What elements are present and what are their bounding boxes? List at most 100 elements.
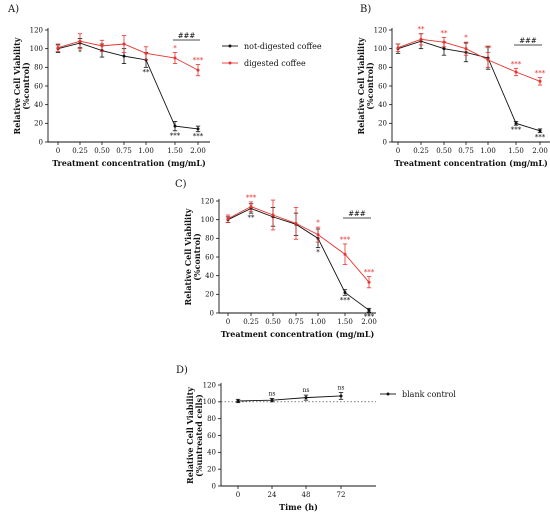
data-point <box>122 54 126 58</box>
y-axis-label-unit: (%control) <box>365 62 375 110</box>
series-line <box>227 207 370 311</box>
panel-b: B) 0 20 40 60 80 100 120 0 0.25 0.50 0.75 1.00 1.50 2.… <box>356 4 550 168</box>
significance-label: ** <box>485 44 493 52</box>
data-point <box>294 221 298 225</box>
y-tick-label: 100 <box>374 45 387 53</box>
significance-label: * <box>78 49 82 57</box>
x-tick-label: 24 <box>268 491 277 499</box>
y-tick-label: 20 <box>378 120 387 128</box>
x-tick-label: 1.50 <box>508 147 524 155</box>
legend: not-digested coffee digested coffee <box>222 42 322 68</box>
y-tick-label: 40 <box>378 101 387 109</box>
data-point <box>173 124 177 128</box>
series-line <box>237 395 342 402</box>
series-secondary: ** *********** <box>395 26 546 86</box>
data-point <box>316 233 320 237</box>
y-tick-label: 60 <box>205 253 214 261</box>
significance-label: *** <box>511 126 522 134</box>
x-tick-label: 1.00 <box>310 318 326 326</box>
data-point <box>270 398 274 402</box>
series-primary: ********* <box>55 38 204 141</box>
bracket-label: ### <box>519 37 537 45</box>
y-tick-label: 60 <box>378 82 387 90</box>
significance-label: ns <box>303 387 310 394</box>
legend-marker <box>228 44 232 48</box>
data-point <box>304 396 308 400</box>
x-tick-label: 1.50 <box>337 318 353 326</box>
significance-label: *** <box>340 236 351 244</box>
series-line <box>397 40 541 132</box>
y-tick-label: 80 <box>34 64 43 72</box>
y-axis-label-unit: (%control) <box>192 233 202 281</box>
significance-label: *** <box>511 60 522 68</box>
significance-label: *** <box>340 296 351 304</box>
y-tick-label: 40 <box>207 449 216 457</box>
x-axis-label: Treatment concentration (mg/mL) <box>221 329 375 339</box>
y-tick-label: 60 <box>207 432 216 440</box>
y-tick-label: 100 <box>203 398 216 406</box>
y-tick-label: 100 <box>30 45 43 53</box>
x-tick-label: 2.00 <box>532 147 548 155</box>
x-tick-label: 1.50 <box>167 147 183 155</box>
panel-a: A) 0 20 40 60 80 100 120 0 0.25 0.50 0.75 1.00 1.50 2.… <box>7 4 322 168</box>
y-tick-label: 40 <box>34 101 43 109</box>
y-tick-label: 20 <box>207 466 216 474</box>
data-point <box>464 47 468 51</box>
y-tick-label: 40 <box>205 272 214 280</box>
significance-label: *** <box>193 57 204 65</box>
data-point <box>236 399 240 403</box>
x-tick-label: 0.50 <box>94 147 110 155</box>
data-point <box>419 37 423 41</box>
data-point <box>173 56 177 60</box>
x-tick-label: 0 <box>396 147 400 155</box>
panel-c: C) 0 20 40 60 80 100 120 0 0.25 0.50 0.75 1.00 1.50 2.… <box>175 179 377 339</box>
y-axis-label: Relative Cell Viability <box>183 208 193 305</box>
x-tick-label: 72 <box>337 491 346 499</box>
y-axis-label: Relative Cell Viability <box>356 37 366 134</box>
y-tick-label: 20 <box>205 291 214 299</box>
x-tick-label: 0 <box>236 491 240 499</box>
y-tick-label: 120 <box>201 197 214 205</box>
significance-label: ns <box>269 390 276 397</box>
significance-label: *** <box>364 313 375 321</box>
x-tick-label: 0 <box>56 147 60 155</box>
data-point <box>196 68 200 72</box>
data-point <box>367 280 371 284</box>
x-axis-label: Treatment concentration (mg/mL) <box>394 158 548 168</box>
significance-label: *** <box>535 134 546 142</box>
data-point <box>442 47 446 51</box>
data-point <box>196 127 200 131</box>
series-primary: *** *** <box>395 33 546 142</box>
significance-label: * <box>316 249 320 257</box>
bracket-label: ### <box>348 210 366 218</box>
x-tick-label: 48 <box>302 491 311 499</box>
data-point <box>78 39 82 43</box>
x-axis-label: Treatment concentration (mg/mL) <box>52 158 206 168</box>
legend-entry: digested coffee <box>244 59 306 68</box>
significance-label: ** <box>441 29 449 37</box>
legend-entry: not-digested coffee <box>244 42 322 51</box>
data-point <box>144 51 148 55</box>
y-axis-label: Relative Cell Viability <box>185 387 195 484</box>
significance-label: *** <box>246 194 257 202</box>
legend: blank control <box>380 390 456 399</box>
x-tick-label: 1.00 <box>138 147 154 155</box>
y-axis-label-unit: (%untreated cells) <box>194 394 204 477</box>
x-axis-label: Time (h) <box>279 502 318 512</box>
x-tick-label: 0.25 <box>413 147 429 155</box>
x-tick-label: 0.25 <box>243 318 259 326</box>
y-axis-label: Relative Cell Viability <box>12 37 22 134</box>
series-primary: ns ns ns <box>235 385 344 404</box>
x-tick-label: 0 <box>226 318 230 326</box>
data-point <box>538 79 542 83</box>
y-tick-label: 20 <box>34 120 43 128</box>
significance-label: *** <box>170 132 181 140</box>
bracket-label: ### <box>178 32 196 40</box>
panel-label: C) <box>175 179 187 190</box>
y-tick-label: 0 <box>39 138 43 146</box>
data-point <box>538 129 542 133</box>
y-tick-label: 100 <box>201 216 214 224</box>
y-tick-label: 0 <box>212 482 216 490</box>
data-point <box>396 46 400 50</box>
data-point <box>343 252 347 256</box>
